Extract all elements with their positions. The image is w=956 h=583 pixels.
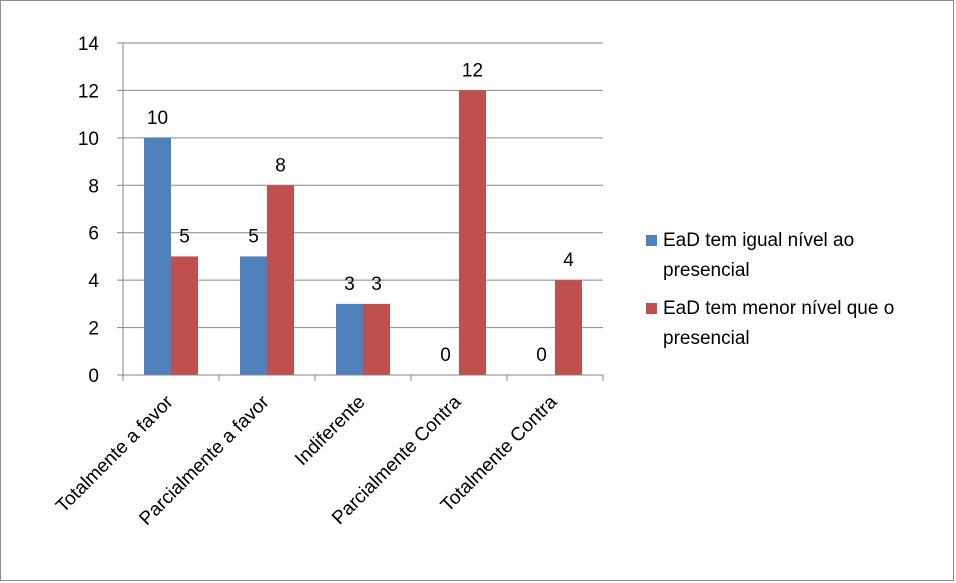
- y-tick-label: 14: [78, 34, 100, 55]
- legend-swatch-series-2: [646, 303, 657, 314]
- legend-label-series-2: EaD tem menor nível que o presencial: [663, 298, 895, 349]
- y-tick-label: 10: [78, 129, 99, 150]
- bars: [144, 90, 582, 375]
- y-tick-label: 12: [78, 81, 99, 102]
- bar-series-2: [459, 90, 486, 375]
- x-tick-label: Indiferente: [291, 392, 369, 470]
- y-tick-label: 0: [88, 366, 99, 387]
- gridlines: [123, 42, 603, 329]
- data-label-series-2: 8: [275, 155, 286, 176]
- bar-series-1: [240, 256, 267, 375]
- legend-swatch-series-1: [646, 235, 657, 246]
- data-label-series-1: 5: [248, 226, 259, 247]
- axes: [117, 42, 604, 381]
- data-label-series-2: 3: [371, 274, 382, 295]
- data-label-series-1: 10: [147, 108, 168, 129]
- bar-series-2: [363, 303, 390, 375]
- data-label-series-1: 0: [440, 345, 451, 366]
- legend-item-series-2: EaD tem menor nível que o presencial: [646, 294, 946, 354]
- data-label-series-2: 12: [462, 60, 483, 81]
- y-tick-label: 4: [88, 271, 99, 292]
- bar-series-2: [171, 256, 198, 375]
- y-tick-label: 8: [88, 176, 99, 197]
- data-label-series-2: 4: [563, 250, 574, 271]
- bar-series-2: [267, 185, 294, 375]
- data-label-series-1: 3: [344, 274, 355, 295]
- y-axis-ticks: 0 2 4 6 8 10 12 14: [78, 34, 100, 387]
- data-label-series-2: 5: [179, 226, 190, 247]
- y-tick-label: 6: [88, 224, 99, 245]
- y-tick-label: 2: [88, 319, 99, 340]
- legend-label-series-1: EaD tem igual nível ao presencial: [663, 230, 855, 281]
- bar-series-1: [144, 137, 171, 375]
- bar-series-2: [555, 280, 582, 375]
- data-label-series-1: 0: [536, 345, 547, 366]
- legend: EaD tem igual nível ao presencial EaD te…: [646, 226, 946, 362]
- data-labels: 10 5 3 0 0 5 8 3 12 4: [147, 60, 574, 366]
- legend-item-series-1: EaD tem igual nível ao presencial: [646, 226, 946, 286]
- bar-series-1: [336, 303, 363, 375]
